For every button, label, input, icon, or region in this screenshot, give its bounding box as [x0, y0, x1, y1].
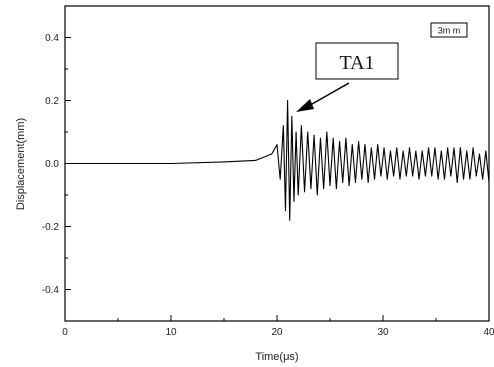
x-tick-label: 0 [62, 327, 68, 338]
annotation-arrow-shaft [304, 82, 350, 109]
y-tick-label: 0.2 [45, 96, 59, 107]
axis-ticks: 0 10 20 30 40 0.4 0.2 0.0 -0.2 -0.4 [42, 33, 494, 338]
y-tick-label: 0.0 [45, 159, 59, 170]
legend-label: 3m m [438, 26, 461, 36]
x-tick-label: 40 [483, 327, 494, 338]
annotation-box [315, 42, 399, 80]
series-line [65, 99, 490, 221]
y-tick-label: -0.4 [42, 285, 60, 296]
x-axis-label: Time(μs) [255, 351, 298, 363]
series-group [65, 99, 490, 221]
x-tick-label: 30 [377, 327, 389, 338]
x-tick-label: 10 [165, 327, 177, 338]
y-axis-label: Displacement(mm) [15, 118, 27, 210]
annotation-arrow-head [296, 99, 314, 112]
x-tick-label: 20 [271, 327, 283, 338]
y-tick-label: -0.2 [42, 222, 60, 233]
y-tick-label: 0.4 [45, 33, 59, 44]
legend-box [430, 22, 468, 38]
annotation-label: TA1 [339, 52, 374, 74]
